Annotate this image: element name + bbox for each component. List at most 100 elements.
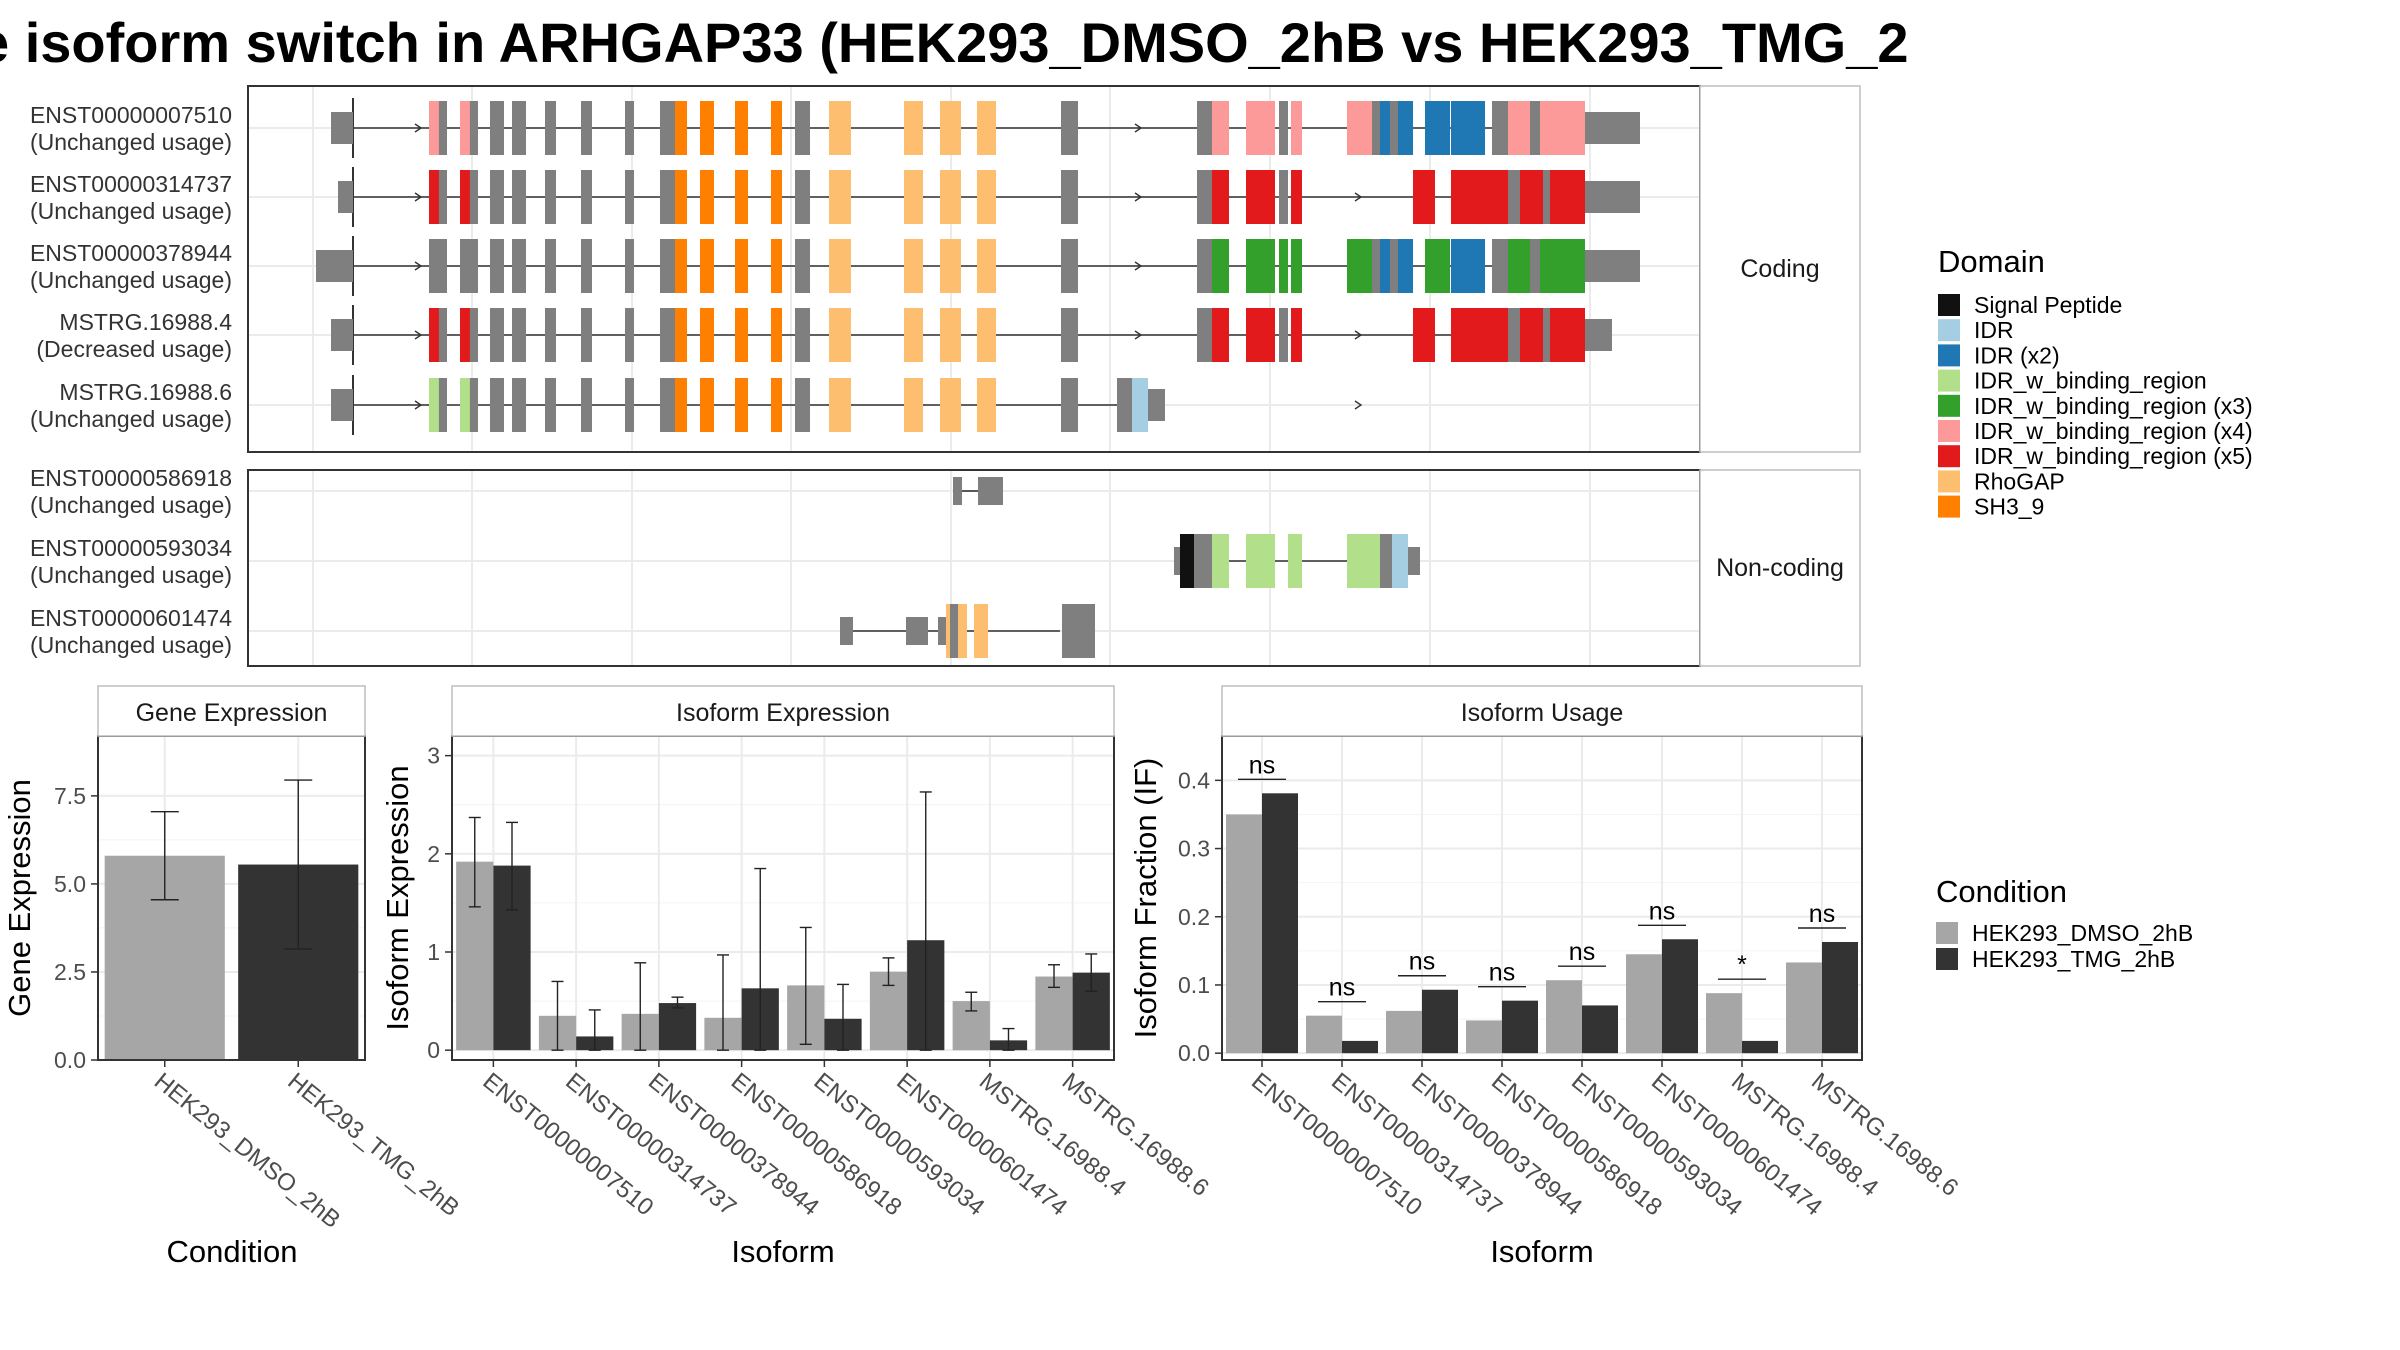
transcript-name: ENST00000593034 <box>30 535 232 561</box>
exon <box>1279 101 1288 155</box>
bar <box>1386 1010 1422 1054</box>
bar <box>1662 939 1698 1054</box>
sh3-domain <box>675 378 687 432</box>
x-axis-label: Condition <box>167 1234 298 1269</box>
exon <box>1508 308 1520 362</box>
transcript-name: ENST00000314737 <box>30 171 232 197</box>
idr-domain <box>1398 101 1413 155</box>
exon <box>1380 534 1392 588</box>
significance-label: ns <box>1249 751 1275 779</box>
legend-domain-label: IDR <box>1974 317 2014 343</box>
exon <box>512 101 526 155</box>
utr-exon <box>331 389 353 421</box>
sh3-domain <box>700 101 714 155</box>
bar <box>1306 1015 1342 1054</box>
domain-block <box>460 378 470 432</box>
domain-block <box>1291 308 1302 362</box>
transcript-usage: (Decreased usage) <box>36 336 232 362</box>
domain-block <box>1212 308 1229 362</box>
exon <box>581 308 592 362</box>
bar <box>1706 993 1742 1054</box>
significance-label: ns <box>1649 897 1675 925</box>
bar <box>1422 989 1458 1054</box>
exon <box>1061 101 1078 155</box>
y-tick-label: 0.4 <box>1178 767 1210 793</box>
y-tick-label: 3 <box>427 743 440 769</box>
rhogap-domain <box>977 170 996 224</box>
exon <box>840 617 853 645</box>
rhogap-domain <box>940 170 961 224</box>
direction-arrow <box>1354 400 1363 410</box>
exon <box>978 477 1003 505</box>
exon <box>1197 239 1212 293</box>
y-tick-label: 1 <box>427 939 440 965</box>
bar <box>1546 980 1582 1054</box>
exon <box>625 170 634 224</box>
transcript-usage: (Unchanged usage) <box>30 198 232 224</box>
transcript-usage: (Unchanged usage) <box>30 492 232 518</box>
chart-isoform-usage: ns ns ns ns ns ns * ns Isoform Usage 0.0 0.1 0.2 0.3… <box>1128 685 1963 1269</box>
facet-label: Non-coding <box>1716 554 1844 582</box>
domain-block <box>460 101 470 155</box>
legend-domain-swatch <box>1938 344 1960 367</box>
rhogap-domain <box>958 604 967 658</box>
legend-domain-swatch <box>1938 394 1960 417</box>
exon <box>490 308 504 362</box>
sh3-domain <box>735 170 748 224</box>
rhogap-domain <box>974 604 988 658</box>
sh3-domain <box>771 239 782 293</box>
y-tick-label: 7.5 <box>54 783 86 809</box>
exon <box>906 617 928 645</box>
sh3-domain <box>700 170 714 224</box>
legend-condition-title: Condition <box>1936 874 2067 909</box>
y-axis-label: Isoform Fraction (IF) <box>1128 758 1163 1039</box>
rhogap-domain <box>829 308 851 362</box>
bar <box>1742 1040 1778 1054</box>
legend-condition-label: HEK293_TMG_2hB <box>1972 946 2175 972</box>
exon <box>1061 239 1078 293</box>
x-axis-label: Isoform <box>1490 1234 1593 1269</box>
direction-arrow <box>414 123 423 133</box>
utr-exon <box>1585 181 1640 213</box>
exon <box>545 378 556 432</box>
x-tick-label: MSTRG.16988.6 <box>1057 1068 1214 1202</box>
legend-domain-label: Signal Peptide <box>1974 292 2122 318</box>
bar-charts: Gene Expression0.02.55.07.5HEK293_DMSO_2… <box>2 685 1963 1269</box>
rhogap-domain <box>940 239 961 293</box>
transcript-usage: (Unchanged usage) <box>30 562 232 588</box>
domain-block <box>460 170 470 224</box>
idr-binding-domain <box>1246 534 1275 588</box>
exon <box>950 604 958 658</box>
idr-binding-domain <box>1288 534 1302 588</box>
exon <box>625 101 634 155</box>
transcript-name: MSTRG.16988.4 <box>59 309 232 335</box>
rhogap-domain <box>904 170 923 224</box>
exon <box>1061 170 1078 224</box>
exon <box>1197 170 1212 224</box>
transcript-usage: (Unchanged usage) <box>30 267 232 293</box>
bar <box>1502 1000 1538 1054</box>
legend-domain-swatch <box>1938 319 1960 342</box>
transcript-usage: (Unchanged usage) <box>30 632 232 658</box>
exon <box>1117 378 1132 432</box>
idr-domain <box>1132 378 1148 432</box>
facet-strip <box>1699 469 1861 667</box>
domain-block <box>1540 239 1585 293</box>
panel-strip <box>1221 685 1863 737</box>
bar <box>1822 941 1858 1054</box>
facet-strip <box>1699 85 1861 453</box>
exon <box>429 239 447 293</box>
direction-arrow <box>414 192 423 202</box>
sh3-domain <box>735 308 748 362</box>
domain-block <box>1347 101 1372 155</box>
rhogap-domain <box>904 308 923 362</box>
idr-domain <box>1380 101 1390 155</box>
exon <box>545 101 556 155</box>
bar <box>1342 1040 1378 1054</box>
utr-exon <box>1585 319 1612 351</box>
domain-block <box>1291 101 1302 155</box>
legend-domain-label: IDR (x2) <box>1974 342 2060 368</box>
exon <box>460 239 478 293</box>
